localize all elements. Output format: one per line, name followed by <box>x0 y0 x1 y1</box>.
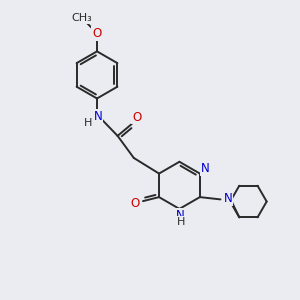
Text: N: N <box>224 192 232 205</box>
Text: H: H <box>84 118 92 128</box>
Text: H: H <box>176 217 185 226</box>
Text: CH₃: CH₃ <box>71 13 92 23</box>
Text: N: N <box>201 162 209 175</box>
Text: O: O <box>132 110 142 124</box>
Text: N: N <box>176 209 185 222</box>
Text: O: O <box>131 197 140 210</box>
Text: O: O <box>92 27 102 40</box>
Text: N: N <box>94 110 103 123</box>
